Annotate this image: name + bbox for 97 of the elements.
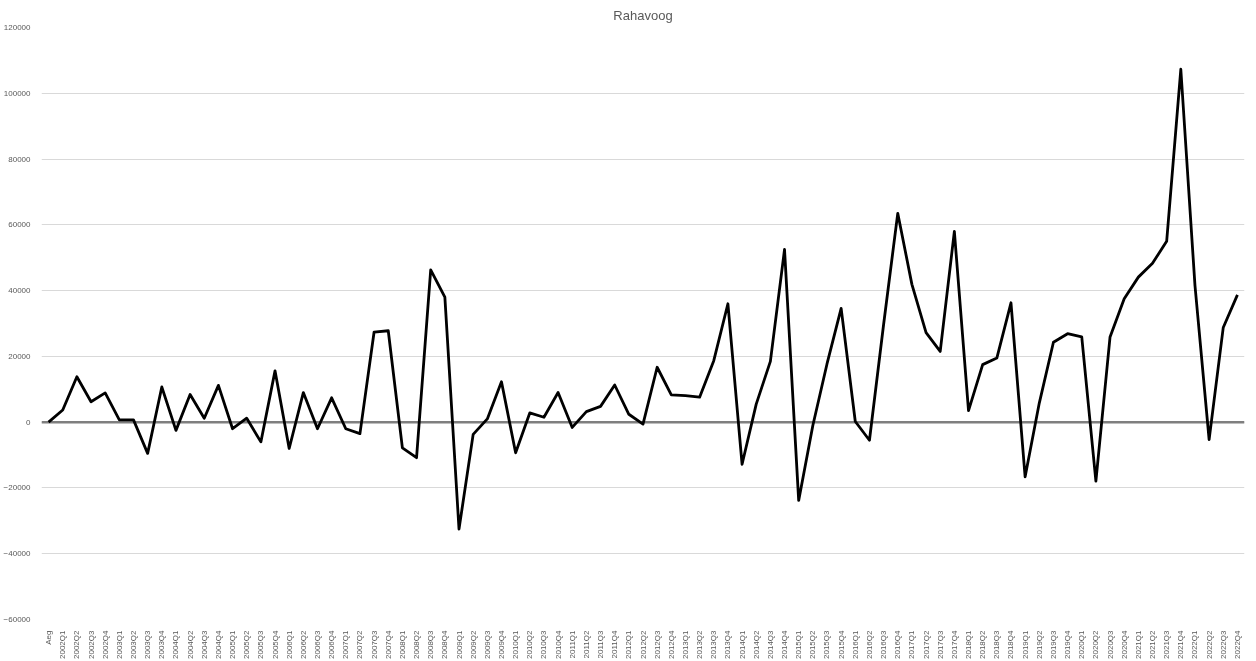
x-tick-label: 2008Q4	[440, 629, 450, 659]
x-tick-label: 2002Q1	[58, 629, 68, 659]
x-tick-label: 2009Q2	[468, 629, 478, 659]
x-tick-label: 2007Q4	[383, 629, 393, 659]
x-tick-label: 2010Q2	[525, 629, 535, 659]
x-tick-label: 2014Q3	[765, 629, 775, 659]
x-tick-label: 2011Q4	[610, 629, 620, 659]
x-tick-label: 2006Q4	[327, 629, 337, 659]
x-tick-label: 2016Q1	[850, 629, 860, 659]
x-tick-label: 2012Q1	[624, 629, 634, 659]
x-tick-label: 2011Q2	[581, 629, 591, 659]
x-tick-label: 2004Q2	[185, 629, 195, 659]
x-tick-label: 2019Q4	[1063, 629, 1073, 659]
y-tick-label: 20000	[8, 351, 32, 361]
x-tick-label: 2015Q3	[822, 629, 832, 659]
x-tick-label: 2020Q1	[1077, 629, 1087, 659]
x-tick-label: 2021Q1	[1133, 629, 1143, 659]
x-tick-label: 2006Q1	[284, 629, 294, 659]
x-tick-label: 2017Q2	[921, 629, 931, 659]
x-tick-label: 2013Q4	[723, 629, 733, 659]
x-tick-label: 2007Q2	[355, 629, 365, 659]
x-tick-label: 2018Q2	[978, 629, 988, 659]
y-tick-label: 60000	[8, 220, 32, 230]
x-tick-label: 2020Q4	[1119, 629, 1129, 659]
x-tick-label: 2011Q3	[596, 629, 606, 659]
x-tick-label: 2010Q4	[553, 629, 563, 659]
x-tick-label: 2006Q2	[298, 629, 308, 659]
x-tick-label: 2012Q4	[666, 629, 676, 659]
x-tick-label: 2005Q2	[242, 629, 252, 659]
line-series	[47, 67, 1239, 531]
y-tick-label: −60000	[3, 615, 32, 624]
x-tick-label: 2017Q4	[949, 629, 959, 659]
x-tick-label: 2019Q3	[1048, 629, 1058, 659]
x-tick-label: 2020Q2	[1091, 629, 1101, 659]
chart-title: Rahavoog	[613, 7, 673, 23]
x-tick-label: 2005Q4	[270, 629, 280, 659]
x-tick-label: 2013Q3	[709, 629, 719, 659]
x-tick-label: 2008Q1	[397, 629, 407, 659]
x-tick-label: 2003Q3	[143, 629, 153, 659]
x-tick-label: 2002Q4	[100, 629, 110, 659]
y-tick-label: 120000	[3, 23, 32, 32]
x-tick-label: 2016Q4	[893, 629, 903, 659]
x-tick-label: 2018Q4	[1006, 629, 1016, 659]
y-tick-label: 100000	[3, 88, 32, 98]
x-tick-label: 2009Q3	[482, 629, 492, 659]
x-tick-label: 2008Q2	[412, 629, 422, 659]
x-tick-label: 2017Q3	[935, 629, 945, 659]
x-tick-label: 2022Q2	[1204, 629, 1214, 659]
x-tick-label: 2019Q2	[1034, 629, 1044, 659]
x-tick-label: 2014Q2	[751, 629, 761, 659]
x-tick-label: 2003Q4	[157, 629, 167, 659]
x-tick-label: 2021Q4	[1176, 629, 1186, 659]
x-tick-label: 2022Q1	[1190, 629, 1200, 659]
x-tick-label: 2004Q4	[213, 629, 223, 659]
x-tick-label: 2002Q3	[86, 629, 96, 659]
x-tick-label: 2005Q1	[228, 629, 238, 659]
x-tick-label: 2015Q1	[794, 629, 804, 659]
x-tick-label: 2011Q1	[567, 629, 577, 659]
x-tick-label: 2005Q3	[256, 629, 266, 659]
x-tick-label: 2002Q2	[72, 629, 82, 659]
x-tick-label: 2013Q2	[695, 629, 705, 659]
x-tick-label: 2007Q1	[341, 629, 351, 659]
x-tick-label: 2022Q4	[1232, 629, 1242, 659]
x-tick-label: 2021Q2	[1148, 629, 1158, 659]
x-tick-label: 2018Q3	[992, 629, 1002, 659]
x-tick-label: 2012Q2	[638, 629, 648, 659]
x-tick-label: 2010Q3	[539, 629, 549, 659]
x-tick-label: 2009Q4	[496, 629, 506, 659]
x-tick-label: 2015Q2	[808, 629, 818, 659]
x-tick-label: 2007Q3	[369, 629, 379, 659]
y-tick-label: 80000	[8, 154, 32, 164]
x-tick-label: Aeg	[44, 630, 54, 645]
x-tick-label: 2017Q1	[907, 629, 917, 659]
x-tick-label: 2022Q3	[1218, 629, 1228, 659]
x-tick-label: 2016Q3	[879, 629, 889, 659]
x-tick-label: 2009Q1	[454, 629, 464, 659]
x-tick-label: 2013Q1	[680, 629, 690, 659]
x-tick-label: 2004Q1	[171, 629, 181, 659]
x-tick-label: 2012Q3	[652, 629, 662, 659]
y-tick-label: 0	[26, 417, 32, 427]
x-tick-label: 2014Q1	[737, 629, 747, 659]
x-tick-label: 2015Q4	[836, 629, 846, 659]
x-tick-label: 2014Q4	[780, 629, 790, 659]
x-tick-label: 2021Q3	[1162, 629, 1172, 659]
x-tick-label: 2020Q3	[1105, 629, 1115, 659]
x-tick-label: 2016Q2	[864, 629, 874, 659]
y-tick-label: −40000	[3, 549, 32, 559]
x-tick-label: 2004Q3	[199, 629, 209, 659]
x-tick-label: 2006Q3	[312, 629, 322, 659]
x-tick-label: 2003Q2	[128, 629, 138, 659]
y-tick-label: 40000	[8, 286, 32, 296]
x-tick-label: 2008Q3	[426, 629, 436, 659]
x-tick-label: 2019Q1	[1020, 629, 1030, 659]
x-tick-label: 2003Q1	[114, 629, 124, 659]
x-tick-label: 2010Q1	[511, 629, 521, 659]
y-tick-label: −20000	[3, 483, 32, 493]
x-tick-label: 2018Q1	[964, 629, 974, 659]
